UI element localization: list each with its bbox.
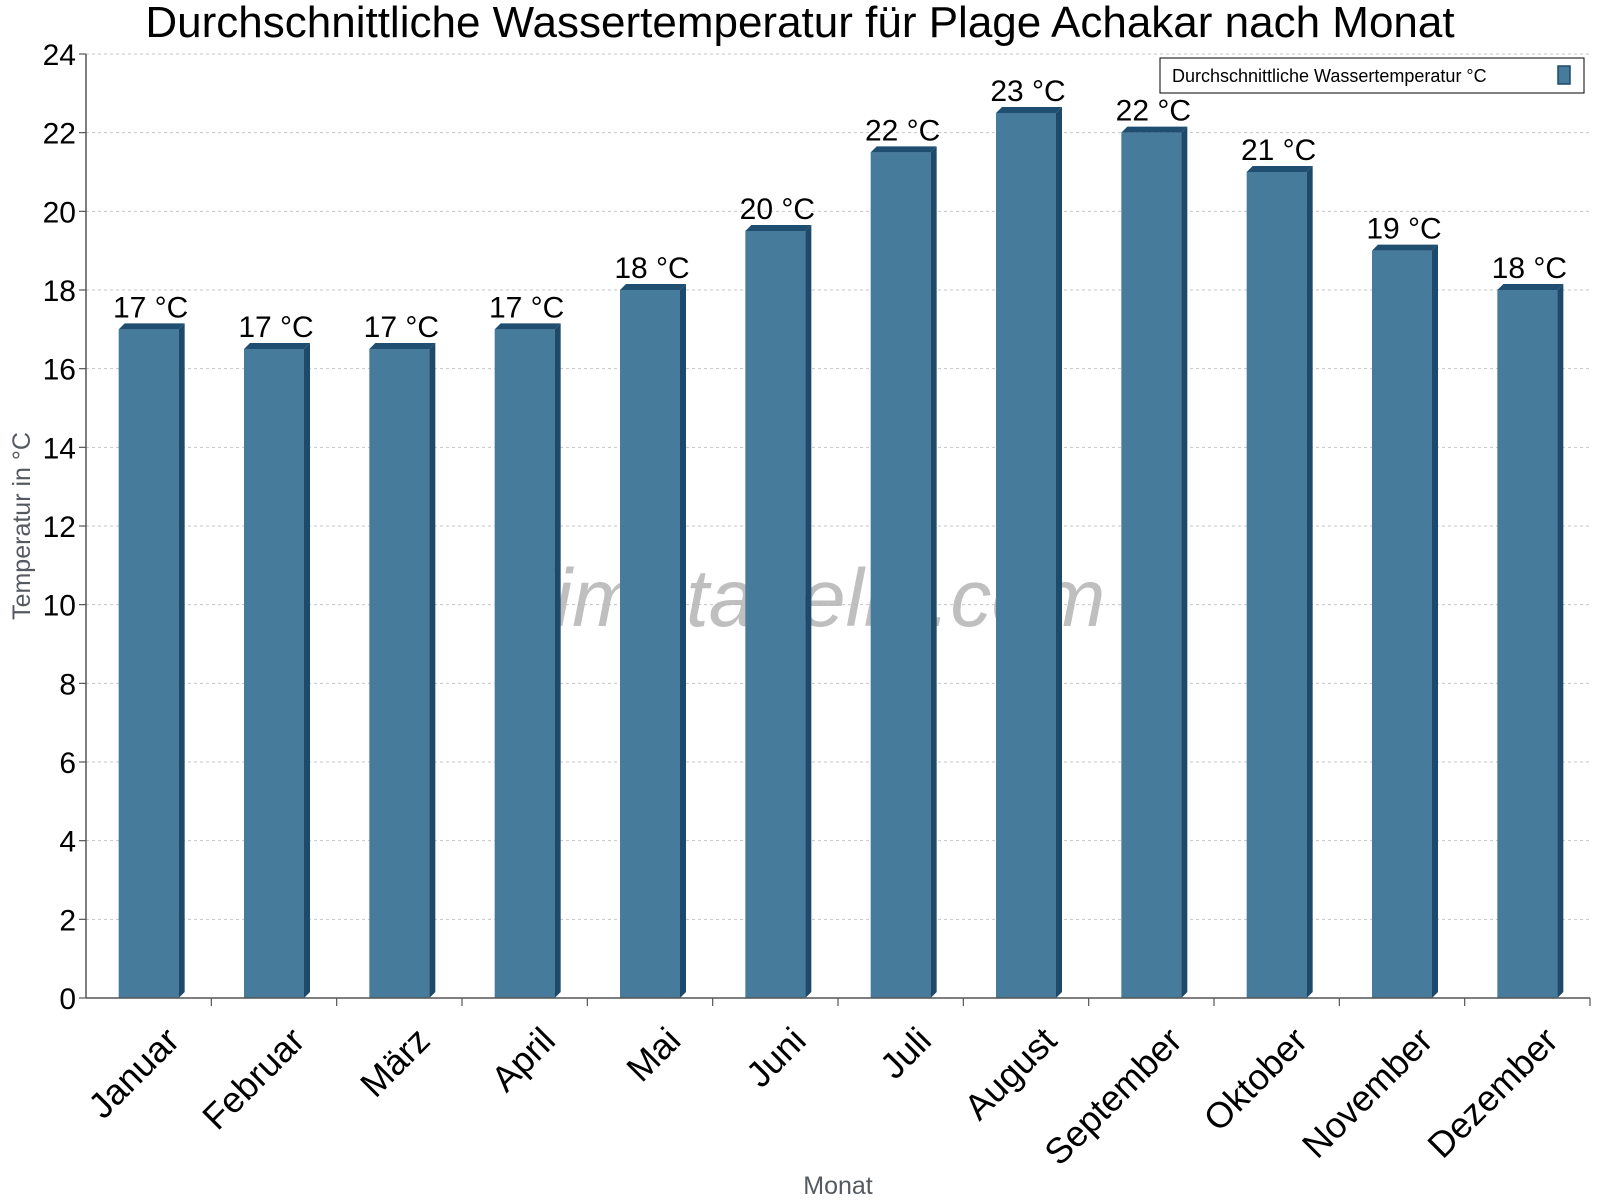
y-tick-label: 2 xyxy=(59,904,76,937)
y-tick-label: 16 xyxy=(43,354,76,387)
x-tick-label: September xyxy=(1036,1019,1190,1173)
y-tick-label: 14 xyxy=(43,432,76,465)
bars xyxy=(118,107,1564,999)
bar-side xyxy=(1056,107,1062,998)
bar xyxy=(1372,250,1432,998)
data-label: 17 °C xyxy=(238,311,313,344)
data-label: 17 °C xyxy=(113,291,188,324)
legend-swatch xyxy=(1557,65,1571,85)
y-tick-label: 0 xyxy=(59,983,76,1016)
bar xyxy=(1497,290,1558,998)
bar xyxy=(745,231,806,998)
y-tick-label: 8 xyxy=(59,668,76,701)
y-tick-label: 22 xyxy=(43,118,76,151)
bar xyxy=(1246,172,1307,998)
x-tick-label: Juli xyxy=(872,1019,939,1086)
legend: Durchschnittliche Wassertemperatur °C xyxy=(1159,57,1585,94)
x-tick-label: Mai xyxy=(618,1019,688,1089)
bar-side xyxy=(680,284,686,998)
y-tick-label: 24 xyxy=(43,39,76,72)
bar-top xyxy=(1497,284,1564,290)
bar-top xyxy=(118,323,185,330)
x-axis-title: Monat xyxy=(803,1172,873,1200)
legend-box xyxy=(1159,57,1585,94)
bar xyxy=(118,329,179,998)
data-label: 18 °C xyxy=(614,252,689,285)
x-tick-label: Januar xyxy=(80,1019,187,1126)
bar-top xyxy=(745,225,812,231)
y-axis-title: Temperatur in °C xyxy=(8,432,36,620)
bar-top xyxy=(244,343,310,349)
x-tick-label: März xyxy=(352,1019,438,1105)
x-tick-label: Dezember xyxy=(1419,1019,1565,1165)
chart-title: Durchschnittliche Wassertemperatur für P… xyxy=(145,0,1454,47)
x-tick-label: Februar xyxy=(194,1019,312,1137)
data-label: 21 °C xyxy=(1241,134,1316,167)
data-label: 19 °C xyxy=(1366,213,1441,246)
x-tick-label: November xyxy=(1294,1019,1440,1165)
bar xyxy=(244,349,304,998)
data-label: 18 °C xyxy=(1492,252,1567,285)
bar-side xyxy=(930,146,937,999)
legend-label: Durchschnittliche Wassertemperatur °C xyxy=(1172,66,1487,86)
bar-top xyxy=(1121,126,1188,133)
data-label: 23 °C xyxy=(990,75,1065,108)
data-label: 22 °C xyxy=(865,114,940,147)
bar-top xyxy=(1372,244,1438,251)
x-tick-label: April xyxy=(483,1019,563,1099)
data-label: 17 °C xyxy=(364,311,439,344)
y-tick-label: 6 xyxy=(59,747,76,780)
bar-top xyxy=(1246,166,1313,172)
gridlines xyxy=(86,53,1590,920)
bar-side xyxy=(429,343,436,998)
bar xyxy=(1121,132,1182,998)
bar xyxy=(369,349,430,998)
bar-side xyxy=(1557,284,1564,998)
bar-top xyxy=(369,343,436,349)
bar-top xyxy=(996,107,1062,113)
bar xyxy=(494,329,555,998)
y-tick-label: 10 xyxy=(43,590,76,623)
bar-side xyxy=(178,323,185,998)
x-tick-label: August xyxy=(956,1019,1064,1127)
x-tick-label: Oktober xyxy=(1195,1019,1315,1139)
bar-side xyxy=(554,323,561,998)
bar-side xyxy=(1181,126,1188,998)
bar xyxy=(620,290,680,998)
bar-side xyxy=(1306,166,1313,998)
y-tick-label: 12 xyxy=(43,511,76,544)
bar-top xyxy=(870,146,937,153)
bar xyxy=(996,113,1056,998)
y-tick-label: 20 xyxy=(43,196,76,229)
x-tick-label: Juni xyxy=(738,1019,814,1095)
bar-top xyxy=(620,284,686,290)
bar-side xyxy=(805,225,812,998)
data-label: 20 °C xyxy=(740,193,815,226)
data-label: 22 °C xyxy=(1116,95,1191,128)
bar-side xyxy=(304,343,310,998)
bar-side xyxy=(1432,244,1438,998)
y-tick-label: 4 xyxy=(59,826,76,859)
bar xyxy=(870,152,931,999)
data-label: 17 °C xyxy=(489,291,564,324)
y-tick-label: 18 xyxy=(43,275,76,308)
data-labels: 17 °C 17 °C 17 °C 17 °C 18 °C 20 °C 22 °C 23 °C… xyxy=(113,75,1567,344)
bar-top xyxy=(494,323,561,330)
